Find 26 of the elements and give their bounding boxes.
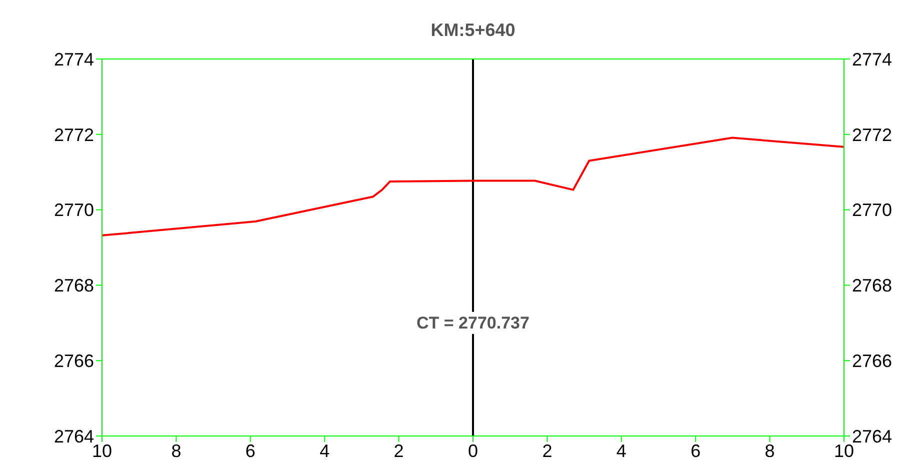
y-tick-label: 2774 xyxy=(54,49,94,70)
x-tick-label: 0 xyxy=(468,440,478,461)
x-tick-label: 10 xyxy=(834,440,854,461)
y-tick-label: 2766 xyxy=(54,350,94,371)
line-series xyxy=(102,136,844,236)
x-tick-label: 8 xyxy=(764,440,775,461)
y2-tick-label: 2766 xyxy=(852,350,892,371)
x-tick-label: 4 xyxy=(320,440,330,461)
y2-tick-label: 2772 xyxy=(852,124,892,145)
y-tick-label: 2770 xyxy=(54,200,94,220)
chart-title: KM:5+640 xyxy=(430,20,516,41)
x-tick-label: 4 xyxy=(616,440,626,461)
x-tick-label: 2 xyxy=(542,440,552,461)
y-tick-label: 2772 xyxy=(54,124,94,145)
x-tick-label: 10 xyxy=(92,440,112,461)
y2-tick-label: 2764 xyxy=(852,426,892,446)
y2-tick-label: 2768 xyxy=(852,276,892,296)
annotation: CT = 2770.737 xyxy=(416,313,530,332)
y-tick-label: 2764 xyxy=(54,426,94,446)
y-tick-label: 2768 xyxy=(54,276,94,296)
y2-tick-label: 2774 xyxy=(852,49,892,70)
x-tick-label: 6 xyxy=(690,440,701,461)
x-tick-label: 2 xyxy=(394,440,404,461)
x-tick-label: 8 xyxy=(171,440,182,461)
x-tick-label: 6 xyxy=(245,440,256,461)
y2-tick-label: 2770 xyxy=(852,200,892,220)
